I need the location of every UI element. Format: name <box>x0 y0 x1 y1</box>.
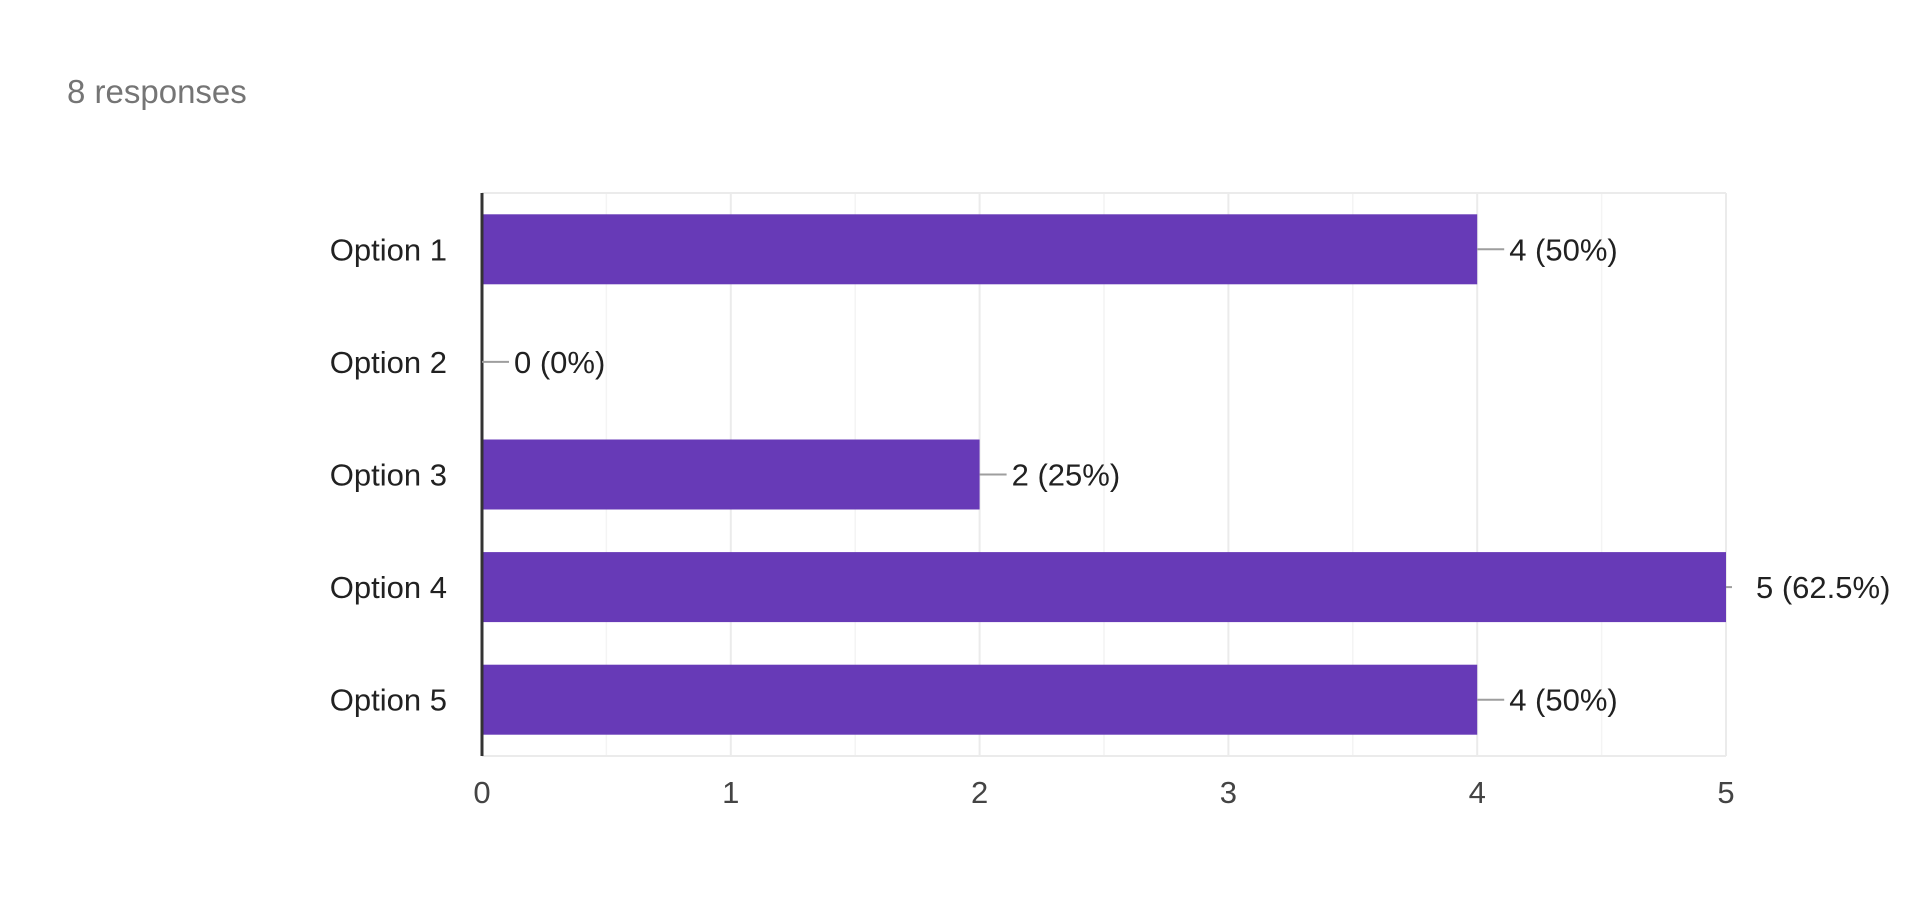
chart-gridlines <box>482 192 1727 757</box>
category-label: Option 5 <box>330 683 447 718</box>
x-tick-label: 1 <box>722 775 739 810</box>
chart-labels: Option 1 4 (50%) Option 2 0 (0%) Option 3 2 (… <box>330 232 1891 717</box>
data-label: 5 (62.5%) <box>1756 570 1890 605</box>
data-label: 2 (25%) <box>1012 458 1121 493</box>
category-label: Option 4 <box>330 570 447 605</box>
bar-1 <box>482 214 1478 285</box>
x-tick-label: 0 <box>473 775 490 810</box>
x-tick-label: 3 <box>1220 775 1237 810</box>
bar-3 <box>482 439 980 510</box>
category-label: Option 3 <box>330 458 447 493</box>
chart-axes: 0 1 2 3 4 5 <box>473 193 1735 810</box>
chart-bars <box>482 214 1726 735</box>
x-tick-label: 5 <box>1717 775 1734 810</box>
data-label: 4 (50%) <box>1509 683 1618 718</box>
responses-count: 8 responses <box>67 73 247 110</box>
x-tick-label: 2 <box>971 775 988 810</box>
x-tick-label: 4 <box>1469 775 1486 810</box>
data-label: 4 (50%) <box>1509 232 1618 267</box>
bar-5 <box>482 664 1478 735</box>
category-label: Option 1 <box>330 232 447 267</box>
data-label: 0 (0%) <box>514 345 605 380</box>
bar-4 <box>482 552 1726 623</box>
category-label: Option 2 <box>330 345 447 380</box>
